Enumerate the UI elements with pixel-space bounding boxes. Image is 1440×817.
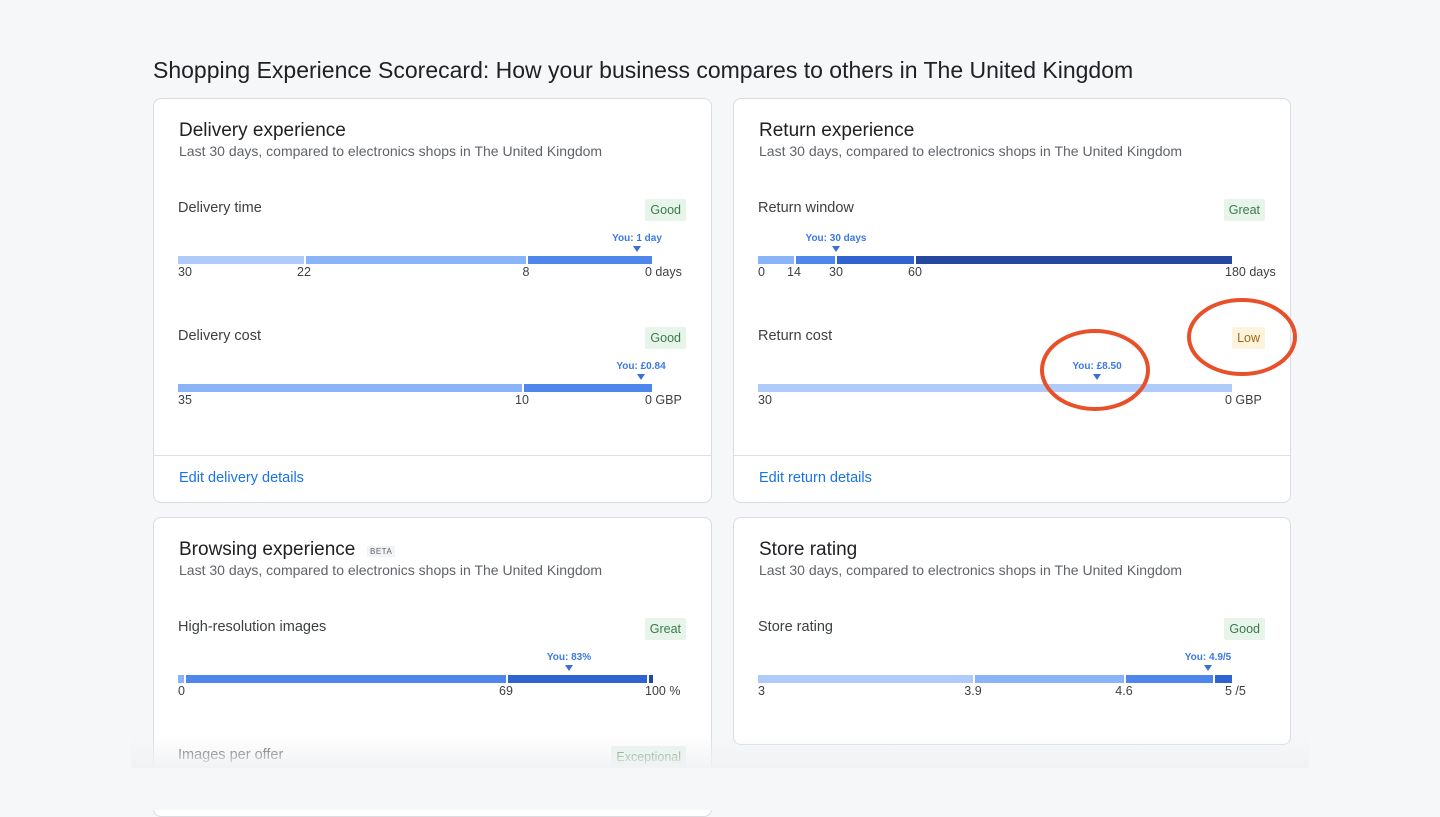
bar-segment xyxy=(1126,675,1213,683)
rating-badge: Good xyxy=(645,327,686,349)
metric-label: Return cost xyxy=(758,328,833,344)
your-value-marker-icon xyxy=(565,665,573,671)
tick-label: 30 xyxy=(758,393,772,407)
scroll-fade xyxy=(131,735,1309,769)
delivery-experience-card: Delivery experience Last 30 days, compar… xyxy=(153,98,712,503)
your-value-marker-icon xyxy=(1093,374,1101,380)
tick-label: 0 xyxy=(758,265,765,279)
tick-label: 0 days xyxy=(645,265,682,279)
divider xyxy=(154,455,711,456)
tick-label: 0 GBP xyxy=(645,393,682,407)
your-value-label: You: 4.9/5 xyxy=(1184,652,1232,663)
bar-segment xyxy=(1215,675,1232,683)
tick-label: 22 xyxy=(297,265,311,279)
tick-label: 3.9 xyxy=(964,684,982,698)
card-title: Delivery experience xyxy=(179,120,346,141)
your-value-marker-icon xyxy=(633,246,641,252)
divider xyxy=(734,455,1290,456)
metric-label: High-resolution images xyxy=(178,619,327,635)
rating-badge: Low xyxy=(1232,327,1265,349)
tick-label: 60 xyxy=(908,265,922,279)
card-title: Return experience xyxy=(759,120,915,141)
tick-label: 10 xyxy=(515,393,529,407)
tick-label: 35 xyxy=(178,393,192,407)
tick-label: 5 /5 xyxy=(1225,684,1246,698)
bar-segment xyxy=(306,256,526,264)
card-subtitle: Last 30 days, compared to electronics sh… xyxy=(179,562,603,578)
bar-segment xyxy=(186,675,506,683)
your-value-marker-icon xyxy=(637,374,645,380)
your-value-label: You: £0.84 xyxy=(616,361,666,372)
bar-segment xyxy=(178,384,522,392)
tick-label: 3 xyxy=(758,684,765,698)
tick-label: 69 xyxy=(499,684,513,698)
edit-return-details-link[interactable]: Edit return details xyxy=(759,470,872,486)
bar-segment xyxy=(916,256,1232,264)
bar-segment xyxy=(758,675,973,683)
metric-label: Delivery cost xyxy=(178,328,261,344)
metric-label: Return window xyxy=(758,200,854,216)
your-value-label: You: 1 day xyxy=(612,233,662,244)
bar-segment xyxy=(178,675,184,683)
card-subtitle: Last 30 days, compared to electronics sh… xyxy=(759,562,1183,578)
rating-badge: Great xyxy=(1223,199,1265,221)
tick-label: 0 xyxy=(178,684,185,698)
metric-label: Delivery time xyxy=(178,200,262,216)
your-value-label: You: 83% xyxy=(546,652,592,663)
metric-label: Store rating xyxy=(758,619,833,635)
bar-segment xyxy=(524,384,652,392)
bar-segment xyxy=(837,256,914,264)
bar-segment xyxy=(528,256,652,264)
rating-badge: Good xyxy=(1224,618,1265,640)
edit-delivery-details-link[interactable]: Edit delivery details xyxy=(179,470,304,486)
return-experience-card: Return experience Last 30 days, compared… xyxy=(733,98,1291,503)
tick-label: 14 xyxy=(787,265,801,279)
bar-segment xyxy=(796,256,835,264)
tick-label: 30 xyxy=(178,265,192,279)
bar-segment xyxy=(508,675,647,683)
tick-label: 100 % xyxy=(645,684,681,698)
page-title: Shopping Experience Scorecard: How your … xyxy=(153,57,1134,83)
bar-segment xyxy=(649,675,653,683)
card-title: Browsing experience xyxy=(179,539,356,560)
your-value-marker-icon xyxy=(832,246,840,252)
bar-segment xyxy=(975,675,1124,683)
bottom-band xyxy=(131,768,1309,810)
tick-label: 4.6 xyxy=(1115,684,1133,698)
bar-segment xyxy=(178,256,304,264)
bar-segment xyxy=(758,384,1232,392)
tick-label: 0 GBP xyxy=(1225,393,1262,407)
card-title: Store rating xyxy=(759,539,858,560)
your-value-marker-icon xyxy=(1204,665,1212,671)
card-subtitle: Last 30 days, compared to electronics sh… xyxy=(759,143,1183,159)
card-subtitle: Last 30 days, compared to electronics sh… xyxy=(179,143,603,159)
beta-badge: BETA xyxy=(367,546,396,557)
store-rating-card: Store rating Last 30 days, compared to e… xyxy=(733,517,1291,745)
your-value-label: You: 30 days xyxy=(805,233,867,244)
your-value-label: You: £8.50 xyxy=(1072,361,1122,372)
rating-badge: Great xyxy=(644,618,686,640)
tick-label: 180 days xyxy=(1225,265,1276,279)
bar-segment xyxy=(758,256,794,264)
rating-badge: Good xyxy=(645,199,686,221)
tick-label: 8 xyxy=(522,265,530,279)
tick-label: 30 xyxy=(829,265,843,279)
